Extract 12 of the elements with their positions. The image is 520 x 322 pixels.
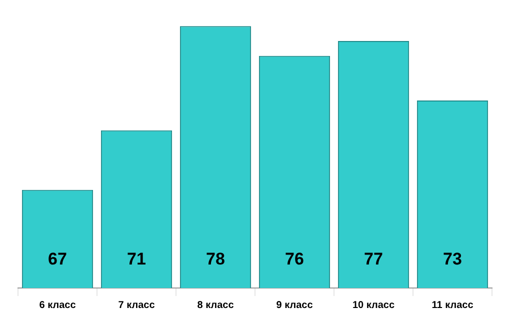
data-label: 76 [285, 250, 304, 269]
data-label: 73 [443, 250, 462, 269]
data-label: 71 [127, 250, 146, 269]
x-tick-label: 9 класс [276, 300, 314, 311]
x-tick-label: 8 класс [197, 300, 234, 311]
data-label: 77 [364, 250, 383, 269]
x-tick-label: 7 класс [118, 300, 156, 311]
x-tick-label: 10 класс [352, 300, 395, 311]
data-label: 67 [48, 250, 67, 269]
x-tick-label: 11 класс [432, 300, 474, 311]
x-tick-label: 6 класс [39, 300, 76, 311]
data-label: 78 [206, 250, 225, 269]
